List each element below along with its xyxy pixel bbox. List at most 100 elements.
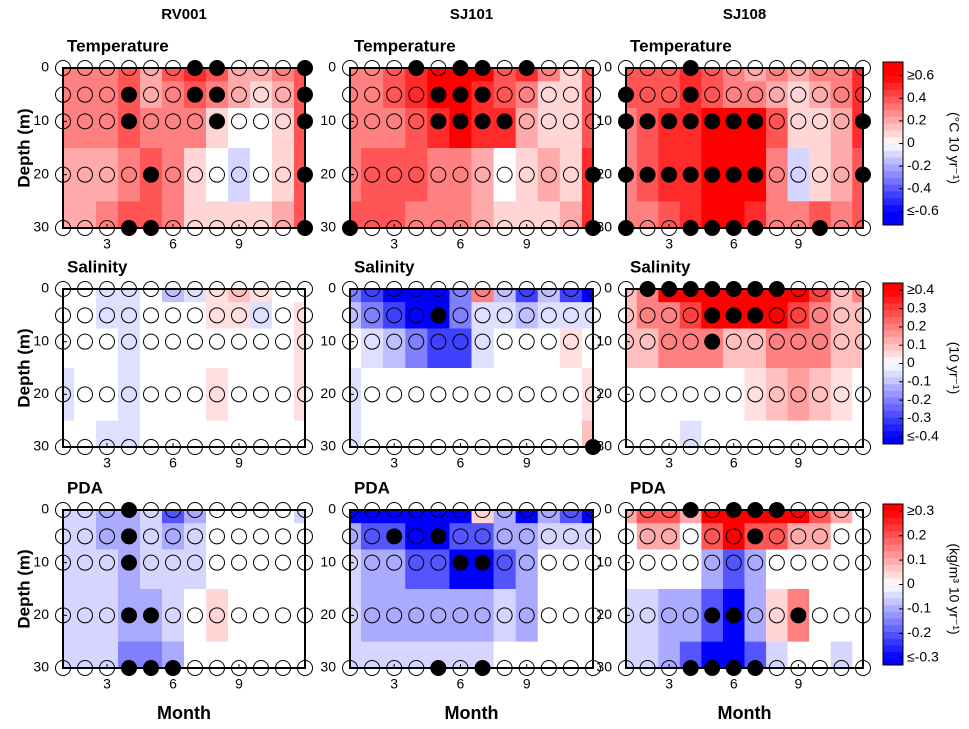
point: [855, 439, 871, 455]
point: [99, 166, 115, 183]
cell: [383, 368, 406, 422]
point: [833, 607, 850, 624]
cell: [63, 523, 75, 550]
point: [855, 502, 871, 518]
colorbar-tick-label: ≥0.6: [907, 66, 934, 82]
cell: [744, 589, 767, 643]
point: [165, 333, 181, 350]
significant-point: [297, 60, 313, 76]
point: [297, 333, 313, 350]
point: [540, 607, 557, 624]
colorbar-block: [883, 283, 903, 291]
cell: [559, 549, 583, 590]
cell: [559, 201, 583, 229]
y-tick-label: 20: [320, 385, 336, 401]
cell: [96, 368, 119, 422]
point: [452, 220, 469, 236]
point: [386, 307, 403, 324]
significant-point: [297, 220, 313, 236]
x-tick-label: 6: [169, 236, 177, 252]
point: [342, 333, 358, 350]
colorbar-block: [883, 504, 903, 512]
cell: [787, 641, 810, 669]
cell: [140, 302, 163, 329]
cell: [537, 289, 561, 303]
cell: [679, 641, 702, 669]
point: [143, 554, 159, 571]
point: [55, 166, 71, 183]
cell: [140, 289, 163, 303]
cell: [405, 420, 428, 448]
point: [790, 281, 807, 297]
colorbar-block: [883, 204, 903, 212]
point: [496, 86, 513, 103]
point: [768, 333, 785, 350]
cell: [559, 68, 583, 82]
cell: [162, 589, 185, 643]
y-tick-label: 30: [596, 438, 612, 454]
cell: [250, 81, 273, 109]
point: [833, 660, 850, 676]
colorbar-block: [883, 417, 903, 425]
x-tick-label: 6: [730, 236, 738, 252]
colorbar-block: [883, 123, 903, 131]
colorbar-tick-label: -0.2: [907, 624, 931, 640]
cell: [636, 589, 659, 643]
cell: [852, 302, 864, 329]
colorbar-block: [883, 577, 903, 585]
point: [768, 86, 785, 103]
point: [231, 281, 247, 297]
point: [618, 439, 634, 455]
point: [661, 307, 678, 324]
point: [474, 607, 491, 624]
point: [725, 528, 742, 545]
point: [639, 386, 656, 403]
cell: [140, 68, 163, 82]
cell: [679, 523, 702, 550]
point: [386, 86, 403, 103]
point: [143, 502, 159, 518]
point: [275, 502, 291, 518]
cell: [722, 549, 745, 590]
significant-point: [855, 166, 871, 183]
cell: [140, 641, 163, 669]
cell: [581, 68, 594, 82]
cell: [162, 328, 185, 369]
point: [364, 660, 381, 676]
point: [386, 502, 403, 518]
cell: [162, 523, 185, 550]
cell: [206, 641, 229, 669]
y-tick-label: 20: [320, 165, 336, 181]
cell: [250, 201, 273, 229]
point: [253, 439, 269, 455]
point: [297, 307, 313, 324]
significant-point: [408, 60, 425, 76]
colorbar-block: [883, 524, 903, 532]
point: [540, 86, 557, 103]
point: [725, 86, 742, 103]
cell: [206, 589, 229, 643]
cell: [515, 328, 539, 369]
point: [768, 607, 785, 624]
point: [187, 607, 203, 624]
cell: [787, 523, 810, 550]
point: [209, 439, 225, 455]
cell: [559, 641, 583, 669]
point: [231, 220, 247, 236]
significant-point: [209, 86, 225, 103]
cell: [74, 68, 97, 82]
cell: [493, 81, 517, 109]
colorbar-tick-label: -0.4: [907, 179, 931, 195]
cell: [471, 328, 495, 369]
point: [231, 307, 247, 324]
point: [253, 166, 269, 183]
point: [275, 307, 291, 324]
point: [562, 439, 579, 455]
colorbar-block: [883, 197, 903, 206]
point: [768, 113, 785, 130]
colorbar-block: [883, 584, 903, 592]
cell: [383, 148, 406, 202]
point: [364, 554, 381, 571]
cell: [383, 81, 406, 109]
point: [408, 113, 425, 130]
